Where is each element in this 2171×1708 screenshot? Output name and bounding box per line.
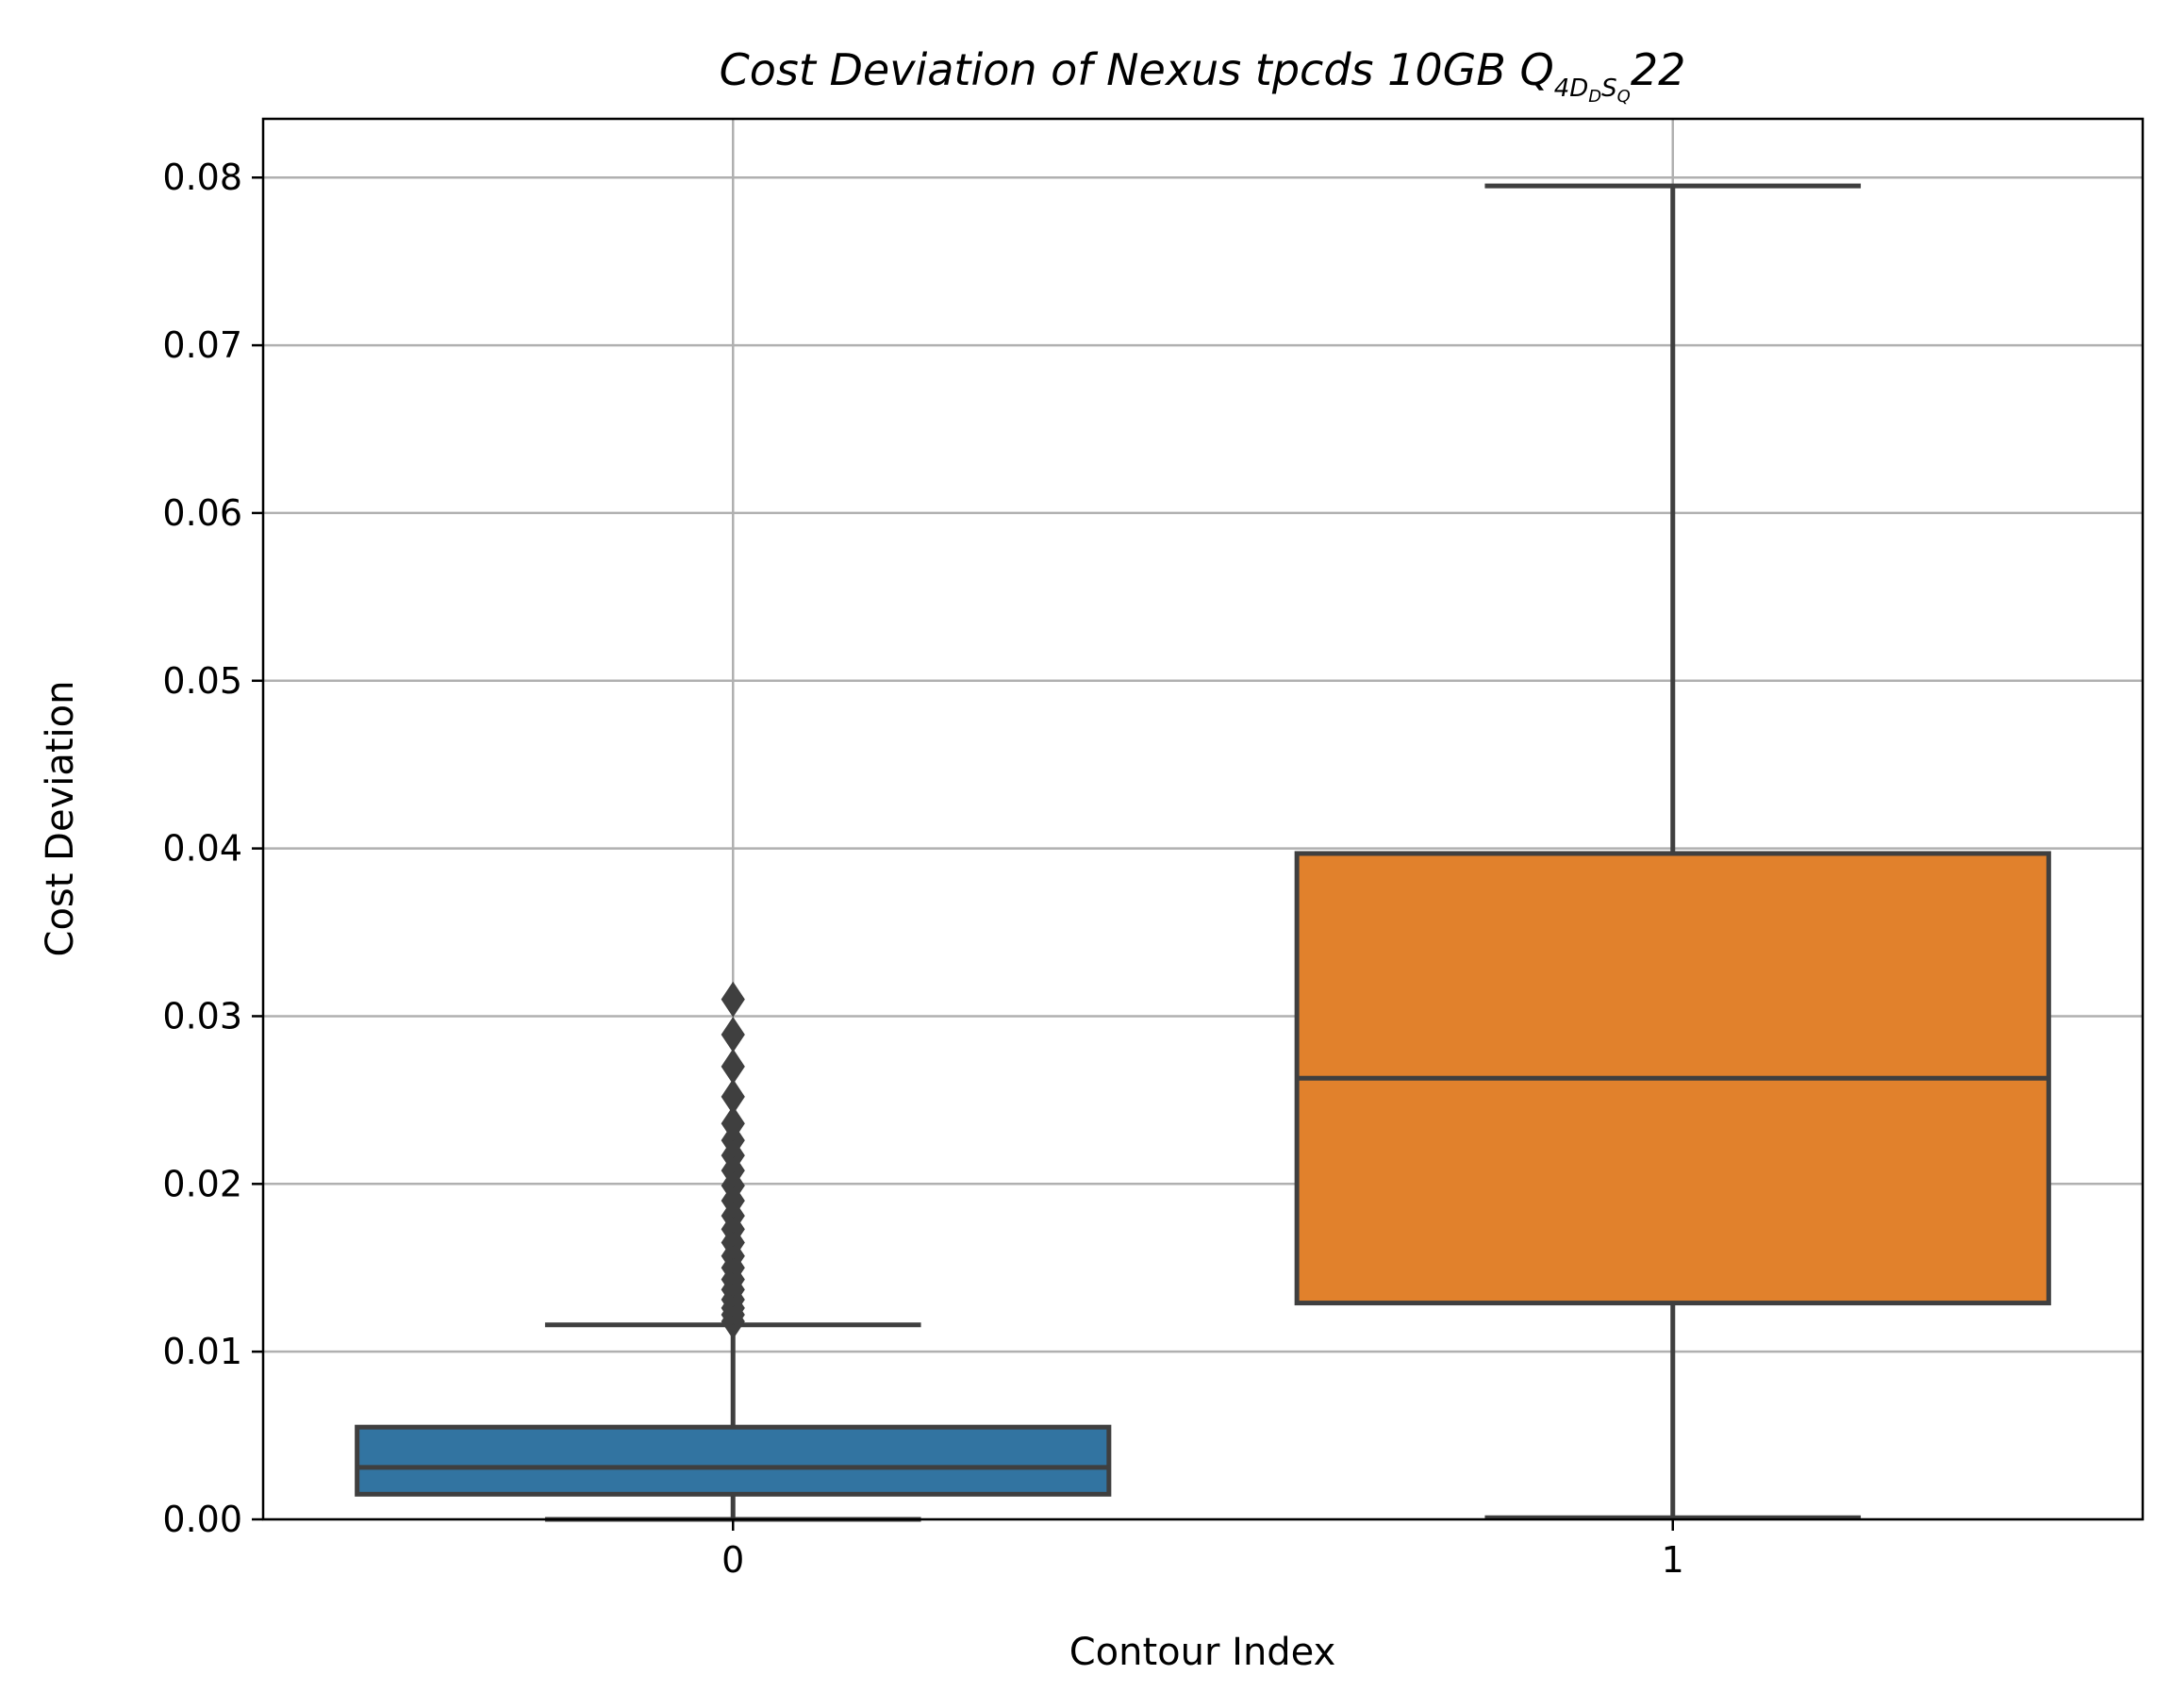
y-tick-label: 0.08	[162, 157, 242, 198]
outlier-point	[721, 1048, 745, 1085]
chart-title-sub: 4D	[1554, 75, 1589, 103]
y-tick-label: 0.02	[162, 1163, 242, 1204]
y-tick-label: 0.03	[162, 995, 242, 1036]
outlier-point	[721, 1105, 745, 1142]
box-iqr	[355, 1424, 1112, 1497]
y-tick-label: 0.01	[162, 1331, 242, 1372]
y-tick-label: 0.05	[162, 660, 242, 702]
outlier-point	[721, 1017, 745, 1053]
chart-title-tail: 22	[1631, 44, 1686, 95]
x-tick-label: 1	[1662, 1539, 1684, 1581]
chart-title-sub-2: S	[1601, 75, 1617, 103]
box-series-0	[355, 981, 1112, 1522]
outlier-point	[721, 1078, 745, 1115]
chart-title: Cost Deviation of Nexus tpcds 10GB Q4DDS…	[720, 44, 1686, 107]
y-tick-label: 0.06	[162, 492, 242, 534]
x-axis-label: Contour Index	[1069, 1631, 1336, 1674]
box-layer	[355, 183, 2051, 1522]
chart-title-subsub-1: D	[1588, 87, 1601, 107]
y-tick-label: 0.04	[162, 828, 242, 870]
y-ticks: 0.00 0.01 0.02 0.03 0.04 0.05 0.06 0.07 0.08	[162, 157, 263, 1540]
x-tick-label: 0	[721, 1539, 744, 1581]
chart-title-main: Cost Deviation of Nexus tpcds 10GB Q	[720, 44, 1554, 95]
plot-frame	[261, 117, 2145, 1521]
outlier-point	[721, 981, 745, 1018]
y-axis-label: Cost Deviation	[39, 681, 82, 957]
chart-title-subsub-2: Q	[1617, 87, 1631, 107]
y-tick-label: 0.07	[162, 324, 242, 366]
box-series-1	[1294, 183, 2051, 1520]
y-tick-label: 0.00	[162, 1499, 242, 1540]
